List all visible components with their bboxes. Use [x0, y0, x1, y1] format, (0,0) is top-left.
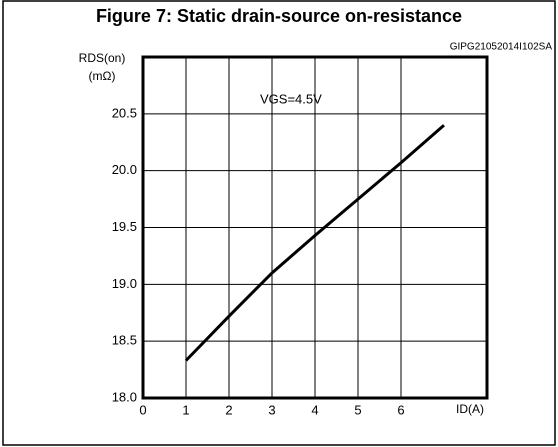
- x-tick-label: 5: [354, 402, 361, 417]
- chart-title: Figure 7: Static drain-source on-resista…: [96, 6, 462, 26]
- x-tick-label: 4: [311, 402, 318, 417]
- figure-code: GIPG21052014I102SA: [450, 42, 553, 53]
- y-tick-label: 18.0: [112, 389, 137, 404]
- y-tick-label: 19.5: [112, 219, 137, 234]
- y-axis-unit: (mΩ): [89, 69, 116, 83]
- y-axis-label: RDS(on): [79, 51, 126, 65]
- annotation: VGS=4.5V: [260, 91, 322, 106]
- y-tick-label: 20.5: [112, 105, 137, 120]
- y-tick-label: 20.0: [112, 162, 137, 177]
- x-tick-label: 2: [225, 402, 232, 417]
- x-axis-label: ID(A): [456, 402, 484, 416]
- x-tick-label: 0: [139, 402, 146, 417]
- x-tick-label: 3: [268, 402, 275, 417]
- x-tick-label: 6: [397, 402, 404, 417]
- y-tick-label: 18.5: [112, 333, 137, 348]
- plot-frame: [141, 55, 489, 400]
- y-tick-label: 19.0: [112, 276, 137, 291]
- x-tick-label: 1: [182, 402, 189, 417]
- data-line: [184, 124, 445, 362]
